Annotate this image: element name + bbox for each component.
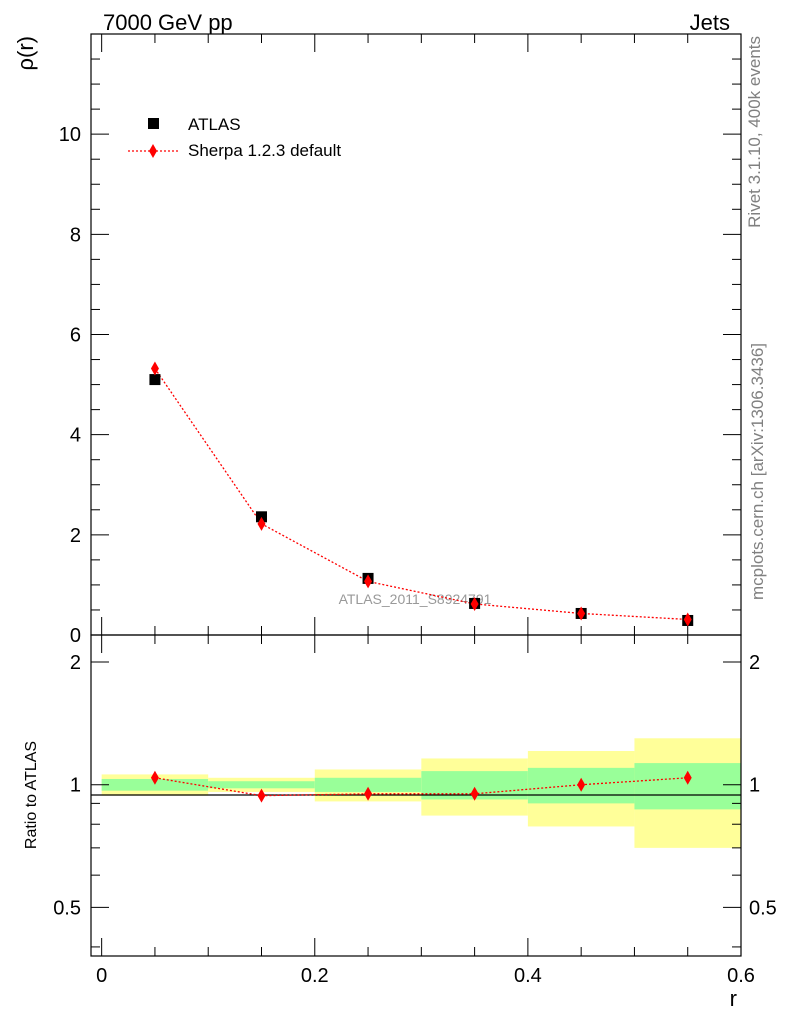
atlas-point xyxy=(149,374,161,386)
sherpa-point xyxy=(364,574,373,589)
ratio-y-tick-label: 1 xyxy=(70,775,81,797)
x-axis-label: r xyxy=(730,986,737,1011)
ratio-sherpa-point xyxy=(577,777,586,792)
ratio-sherpa-point xyxy=(470,786,479,801)
x-tick-label: 0.2 xyxy=(301,965,329,987)
sherpa-point xyxy=(257,516,266,531)
legend: ATLAS Sherpa 1.2.3 default xyxy=(128,115,341,160)
ratio-sherpa-point xyxy=(150,770,159,785)
ratio-y-tick-label: 0.5 xyxy=(53,897,81,919)
rivet-label: Rivet 3.1.10, 400k events xyxy=(745,36,764,228)
ratio-y-tick-label-right: 0.5 xyxy=(749,897,777,919)
header-left: 7000 GeV pp xyxy=(103,10,233,35)
ratio-y-tick-label: 2 xyxy=(70,652,81,674)
ratio-inner-band xyxy=(208,781,315,789)
main-y-tick-label: 4 xyxy=(70,425,81,447)
sherpa-point xyxy=(470,596,479,611)
ratio-y-tick-label-right: 1 xyxy=(749,775,760,797)
x-tick-label: 0 xyxy=(96,965,107,987)
mcplots-label: mcplots.cern.ch [arXiv:1306.3436] xyxy=(748,343,767,600)
x-tick-label: 0.6 xyxy=(727,965,755,987)
ratio-inner-band xyxy=(314,777,422,792)
ratio-inner-band xyxy=(101,778,209,791)
ratio-sherpa-point xyxy=(257,788,266,803)
legend-atlas-marker xyxy=(148,118,159,129)
legend-sherpa-label: Sherpa 1.2.3 default xyxy=(188,141,341,160)
ratio-sherpa-line xyxy=(154,777,688,797)
ratio-panel: 0.5 0.5 1 1 2 2 Ratio to ATLAS xyxy=(23,634,777,957)
atlas-point xyxy=(255,511,267,523)
main-y-tick-label: 2 xyxy=(70,525,81,547)
x-tick-label: 0.4 xyxy=(514,965,542,987)
watermark: ATLAS_2011_S8924791 xyxy=(339,591,492,607)
ratio-sherpa-point xyxy=(364,786,373,801)
sherpa-point xyxy=(150,361,159,376)
sherpa-line xyxy=(154,368,688,621)
ratio-y-tick-label-right: 2 xyxy=(749,652,760,674)
ratio-y-axis-label: Ratio to ATLAS xyxy=(23,741,40,849)
sherpa-point xyxy=(683,612,692,627)
main-y-tick-label: 6 xyxy=(70,325,81,347)
main-y-tick-label: 10 xyxy=(59,124,81,146)
main-y-tick-label: 8 xyxy=(70,224,81,246)
ratio-frame xyxy=(90,634,742,957)
header-right: Jets xyxy=(690,10,730,35)
ratio-inner-band xyxy=(634,763,741,810)
main-panel: ρ(r) ATLAS_2011_S8924791 0 2 4 6 8 10 ATLAS S… xyxy=(13,33,742,647)
legend-atlas-label: ATLAS xyxy=(188,115,241,134)
ratio-sherpa-point xyxy=(683,770,692,785)
main-y-tick-label: 0 xyxy=(70,625,81,647)
main-y-axis-label: ρ(r) xyxy=(13,36,38,71)
sherpa-point xyxy=(577,606,586,621)
legend-sherpa-marker xyxy=(149,144,157,158)
